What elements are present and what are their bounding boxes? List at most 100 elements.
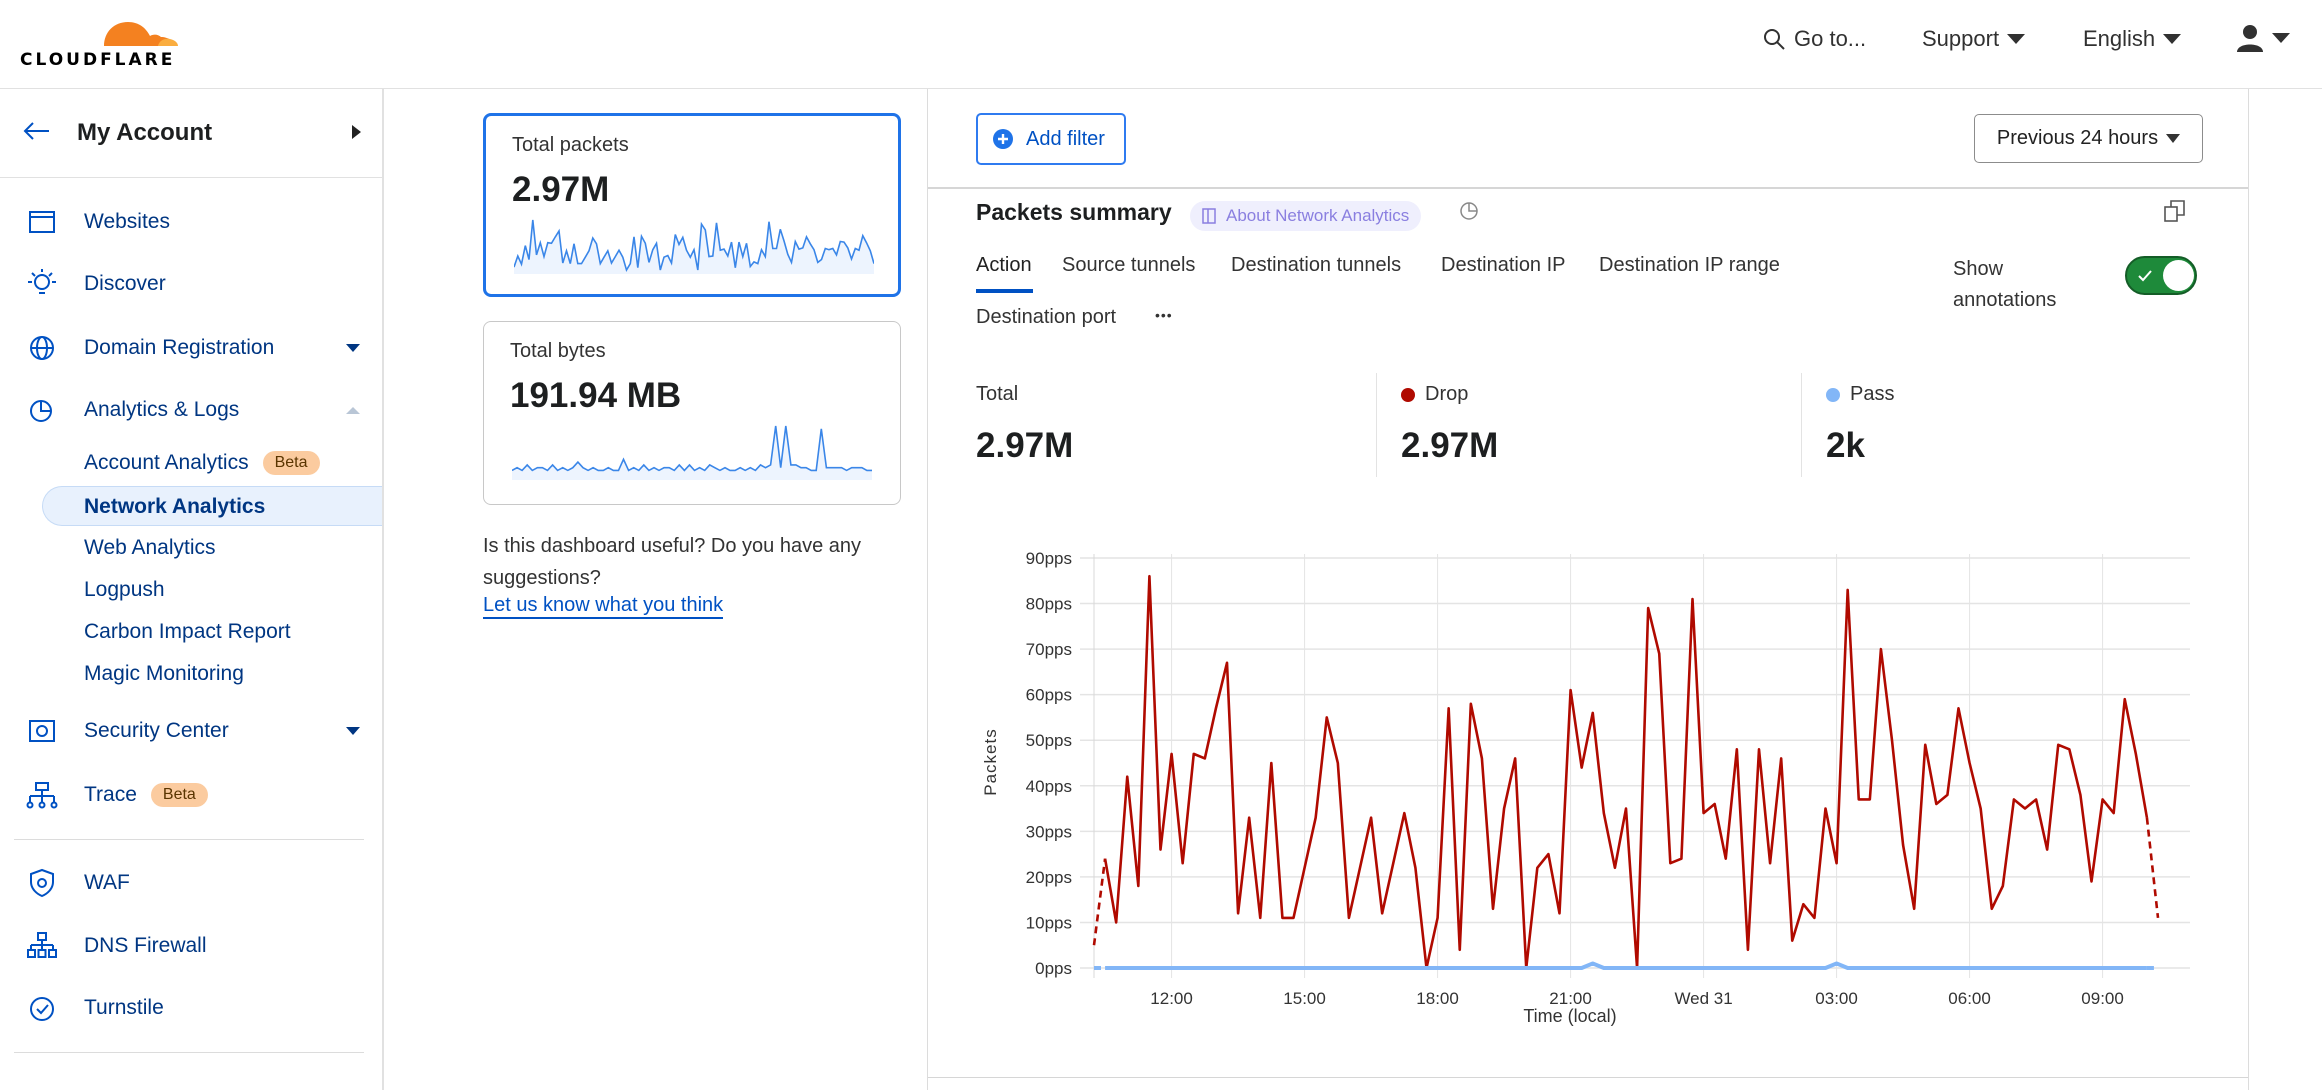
annotations-label: Show annotations	[1953, 258, 2057, 311]
section-divider	[928, 1077, 2248, 1078]
tab-destination-ip-range[interactable]: Destination IP range	[1599, 254, 1780, 276]
tab-destination-port[interactable]: Destination port	[976, 306, 1117, 328]
user-icon	[2237, 25, 2263, 52]
x-tick-label: 09:00	[2081, 989, 2124, 1008]
sidebar-subitem-web-analytics[interactable]: Web Analytics	[84, 536, 216, 559]
toolbar-divider	[928, 187, 2248, 189]
y-tick-label: 30pps	[1026, 822, 1072, 841]
user-menu[interactable]	[2236, 24, 2290, 52]
sidebar-item-trace[interactable]: Trace Beta	[0, 773, 382, 817]
support-menu[interactable]: Support	[1922, 26, 2026, 52]
sidebar-subitem-carbon-impact-report[interactable]: Carbon Impact Report	[84, 620, 291, 643]
sidebar-item-label: Domain Registration	[84, 336, 275, 359]
sidebar-item-domain-registration[interactable]: Domain Registration	[0, 326, 382, 370]
stat-drop: Drop 2.97M	[1401, 383, 1498, 466]
caret-down-icon	[2166, 134, 2181, 143]
card-title: Total bytes	[510, 340, 606, 362]
goto-search[interactable]: Go to...	[1762, 26, 1866, 52]
sidebar-item-waf[interactable]: WAF	[0, 861, 382, 905]
back-arrow-icon[interactable]	[22, 121, 50, 141]
sidebar-item-turnstile[interactable]: Turnstile	[0, 986, 382, 1030]
language-label: English	[2083, 26, 2156, 51]
sidebar-item-label: Trace Beta	[84, 783, 208, 807]
copy-icon[interactable]	[2164, 199, 2186, 223]
y-tick-label: 0pps	[1035, 959, 1072, 978]
card-value: 191.94 MB	[510, 376, 682, 415]
account-switcher[interactable]: My Account	[0, 89, 382, 178]
tab-destination-tunnels[interactable]: Destination tunnels	[1231, 254, 1402, 276]
about-label: About Network Analytics	[1226, 206, 1410, 225]
sidebar-subitem-network-analytics[interactable]: Network Analytics	[42, 486, 382, 526]
sparkline-area	[512, 426, 872, 480]
stat-label: Total	[976, 383, 1019, 405]
card-value: 2.97M	[512, 170, 610, 209]
y-axis-label: Packets	[981, 728, 1000, 795]
check-icon	[2138, 270, 2152, 282]
feedback-text: Is this dashboard useful? Do you have an…	[483, 535, 862, 589]
turnstile-icon	[30, 997, 54, 1021]
tab-action[interactable]: Action	[976, 254, 1032, 276]
sidebar-subitem-magic-monitoring[interactable]: Magic Monitoring	[84, 662, 244, 685]
sidebar-item-label: Security Center	[84, 719, 229, 742]
x-tick-label: 12:00	[1150, 989, 1193, 1008]
subitem-label: Network Analytics	[84, 495, 266, 518]
sidebar-item-security-center[interactable]: Security Center	[0, 709, 382, 753]
packets-line-chart: 0pps 10pps 20pps 30pps 40pps 50pps 60pps 70pps 8…	[981, 549, 2190, 1026]
sidebar-divider	[14, 839, 364, 840]
goto-label: Go to...	[1794, 26, 1867, 51]
y-tick-label: 40pps	[1026, 777, 1072, 796]
caret-right-icon	[352, 125, 361, 139]
x-tick-label: 18:00	[1416, 989, 1459, 1008]
section-title: Packets summary	[976, 199, 1172, 225]
stat-label: Pass	[1850, 383, 1895, 405]
sidebar-item-websites[interactable]: Websites	[0, 200, 382, 244]
time-range-select[interactable]: Previous 24 hours	[1974, 114, 2203, 163]
total-packets-card[interactable]: Total packets 2.97M	[483, 113, 901, 297]
tab-source-tunnels[interactable]: Source tunnels	[1062, 254, 1196, 276]
sidebar-divider	[14, 1052, 364, 1053]
main-panel: Add filter Previous 24 hours Packets sum…	[927, 89, 2249, 1090]
add-filter-button[interactable]: Add filter	[976, 113, 1126, 165]
x-tick-label: 15:00	[1283, 989, 1326, 1008]
sidebar-item-label: DNS Firewall	[84, 934, 207, 957]
y-tick-label: 10pps	[1026, 913, 1072, 932]
total-bytes-card[interactable]: Total bytes 191.94 MB	[483, 321, 901, 505]
feedback-link[interactable]: Let us know what you think	[483, 593, 724, 619]
packets-sparkline	[514, 219, 874, 274]
y-tick-label: 90pps	[1026, 549, 1072, 568]
shield-gear-icon	[30, 868, 54, 898]
stat-value: 2k	[1826, 426, 1865, 465]
beta-badge: Beta	[150, 783, 208, 807]
top-header: CLOUDFLARE Go to... Support English	[0, 0, 2322, 89]
sidebar-item-discover[interactable]: Discover	[0, 262, 382, 306]
stat-label: Drop	[1425, 383, 1469, 405]
sidebar-item-dns-firewall[interactable]: DNS Firewall	[0, 924, 382, 968]
pass-legend-dot	[1826, 387, 1840, 402]
cloudflare-logo[interactable]: CLOUDFLARE	[18, 10, 183, 70]
caret-down-icon	[346, 727, 360, 735]
subitem-label: Account Analytics	[84, 451, 249, 474]
pie-clock-icon[interactable]	[1459, 199, 1479, 221]
series-line-drop	[1103, 574, 2149, 970]
stat-total: Total 2.97M	[976, 383, 1073, 466]
stat-value: 2.97M	[1401, 426, 1499, 465]
pie-chart-icon	[30, 400, 52, 422]
caret-down-icon	[2163, 34, 2182, 44]
sidebar-subitem-logpush[interactable]: Logpush	[84, 578, 165, 601]
sidebar-item-analytics-logs[interactable]: Analytics & Logs	[0, 388, 382, 432]
about-network-analytics-link[interactable]: About Network Analytics	[1190, 201, 1422, 231]
language-menu[interactable]: English	[2083, 26, 2182, 52]
caret-down-icon	[346, 344, 360, 352]
stat-divider	[1801, 373, 1802, 477]
stat-pass: Pass 2k	[1826, 383, 1894, 466]
sparkline-line	[512, 425, 872, 472]
y-tick-label: 70pps	[1026, 640, 1072, 659]
annotations-toggle[interactable]	[2125, 256, 2197, 295]
sidebar-subitem-account-analytics[interactable]: Account Analytics Beta	[84, 451, 320, 475]
bytes-sparkline	[512, 425, 872, 480]
sparkline-line	[514, 219, 874, 272]
sidebar-item-label: Websites	[84, 210, 170, 233]
x-tick-label: 06:00	[1948, 989, 1991, 1008]
more-tabs-button[interactable]: •••	[1155, 307, 1173, 323]
tab-destination-ip[interactable]: Destination IP	[1441, 254, 1566, 276]
